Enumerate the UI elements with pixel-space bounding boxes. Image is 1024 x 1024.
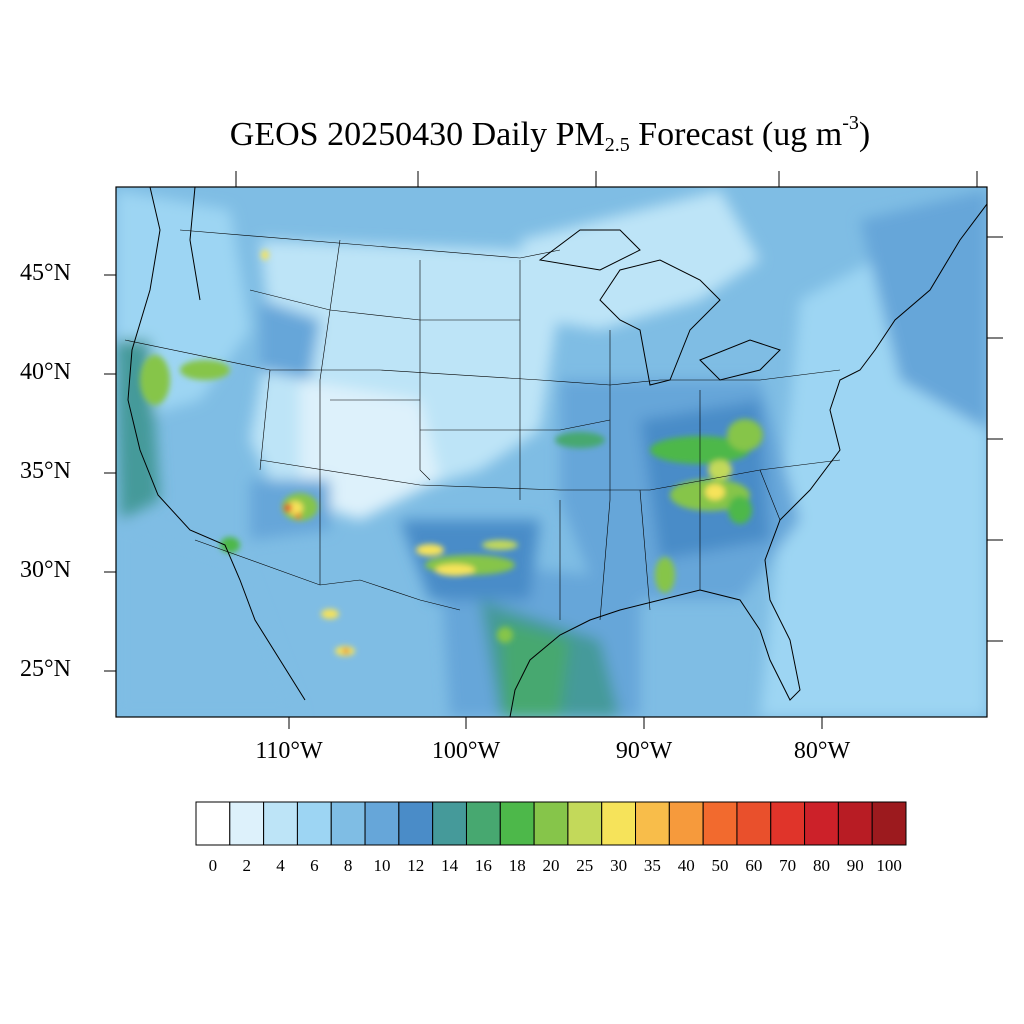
title-prefix: GEOS 20250430 Daily PM (229, 116, 605, 153)
colorbar-label: 100 (876, 856, 902, 875)
title-superscript: -3 (842, 112, 859, 134)
colorbar-swatch (804, 801, 839, 846)
lat-label-25: 25°N (20, 656, 71, 682)
lat-label-45: 45°N (20, 260, 71, 286)
lon-label-110w: 110°W (255, 738, 323, 764)
colorbar-swatch (398, 801, 434, 846)
colorbar-swatch (871, 801, 907, 846)
colorbar-swatch (296, 801, 332, 846)
colorbar-swatch (229, 801, 265, 846)
lat-label-35: 35°N (20, 458, 71, 484)
colorbar-swatch (837, 801, 873, 846)
lat-label-30: 30°N (20, 557, 71, 583)
colorbar-label: 90 (846, 856, 864, 875)
colorbar-swatch (736, 801, 772, 846)
colorbar-swatch (432, 801, 467, 846)
colorbar-swatch (263, 801, 298, 846)
pm25-hotspots (140, 250, 763, 656)
colorbar-label: 25 (576, 856, 594, 875)
map-ticks (104, 171, 1003, 729)
colorbar-swatch (567, 801, 603, 846)
colorbar-label: 8 (343, 856, 353, 875)
colorbar-label: 12 (407, 856, 425, 875)
lat-label-40: 40°N (20, 359, 71, 385)
colorbar-swatch (364, 801, 400, 846)
colorbar-swatch (195, 801, 231, 846)
chart-title: GEOS 20250430 Daily PM2.5 Forecast (ug m… (0, 112, 1024, 157)
colorbar-swatch (330, 801, 366, 846)
colorbar-label: 70 (779, 856, 797, 875)
map-frame (115, 186, 988, 718)
colorbar-swatch (770, 801, 806, 846)
colorbar-label: 0 (208, 856, 218, 875)
colorbar-label: 4 (276, 856, 285, 875)
colorbar-label: 16 (474, 856, 492, 875)
colorbar-swatch (601, 801, 637, 846)
colorbar-swatch (499, 801, 535, 846)
colorbar-label: 14 (441, 856, 459, 875)
colorbar-label: 10 (373, 856, 391, 875)
colorbar-swatch (668, 801, 704, 846)
colorbar-swatch (702, 801, 738, 846)
colorbar-label: 40 (677, 856, 695, 875)
colorbar-label: 30 (610, 856, 628, 875)
colorbar-swatch (635, 801, 670, 846)
colorbar-label: 6 (310, 856, 319, 875)
colorbar-swatch (533, 801, 569, 846)
lon-label-100w: 100°W (431, 738, 501, 764)
state-borders (124, 229, 841, 621)
title-suffix: ) (858, 116, 871, 153)
colorbar-label: 50 (711, 856, 729, 875)
colorbar-label: 20 (542, 856, 560, 875)
colorbar-label: 60 (745, 856, 763, 875)
lon-label-90w: 90°W (615, 738, 673, 764)
title-subscript: 2.5 (604, 134, 630, 156)
title-middle: Forecast (ug m (629, 116, 843, 153)
colorbar-label: 80 (812, 856, 830, 875)
lon-label-80w: 80°W (793, 738, 851, 764)
colorbar-label: 35 (643, 856, 661, 875)
colorbar-label: 2 (242, 856, 251, 875)
colorbar-label: 18 (508, 856, 526, 875)
colorbar-swatch (465, 801, 501, 846)
